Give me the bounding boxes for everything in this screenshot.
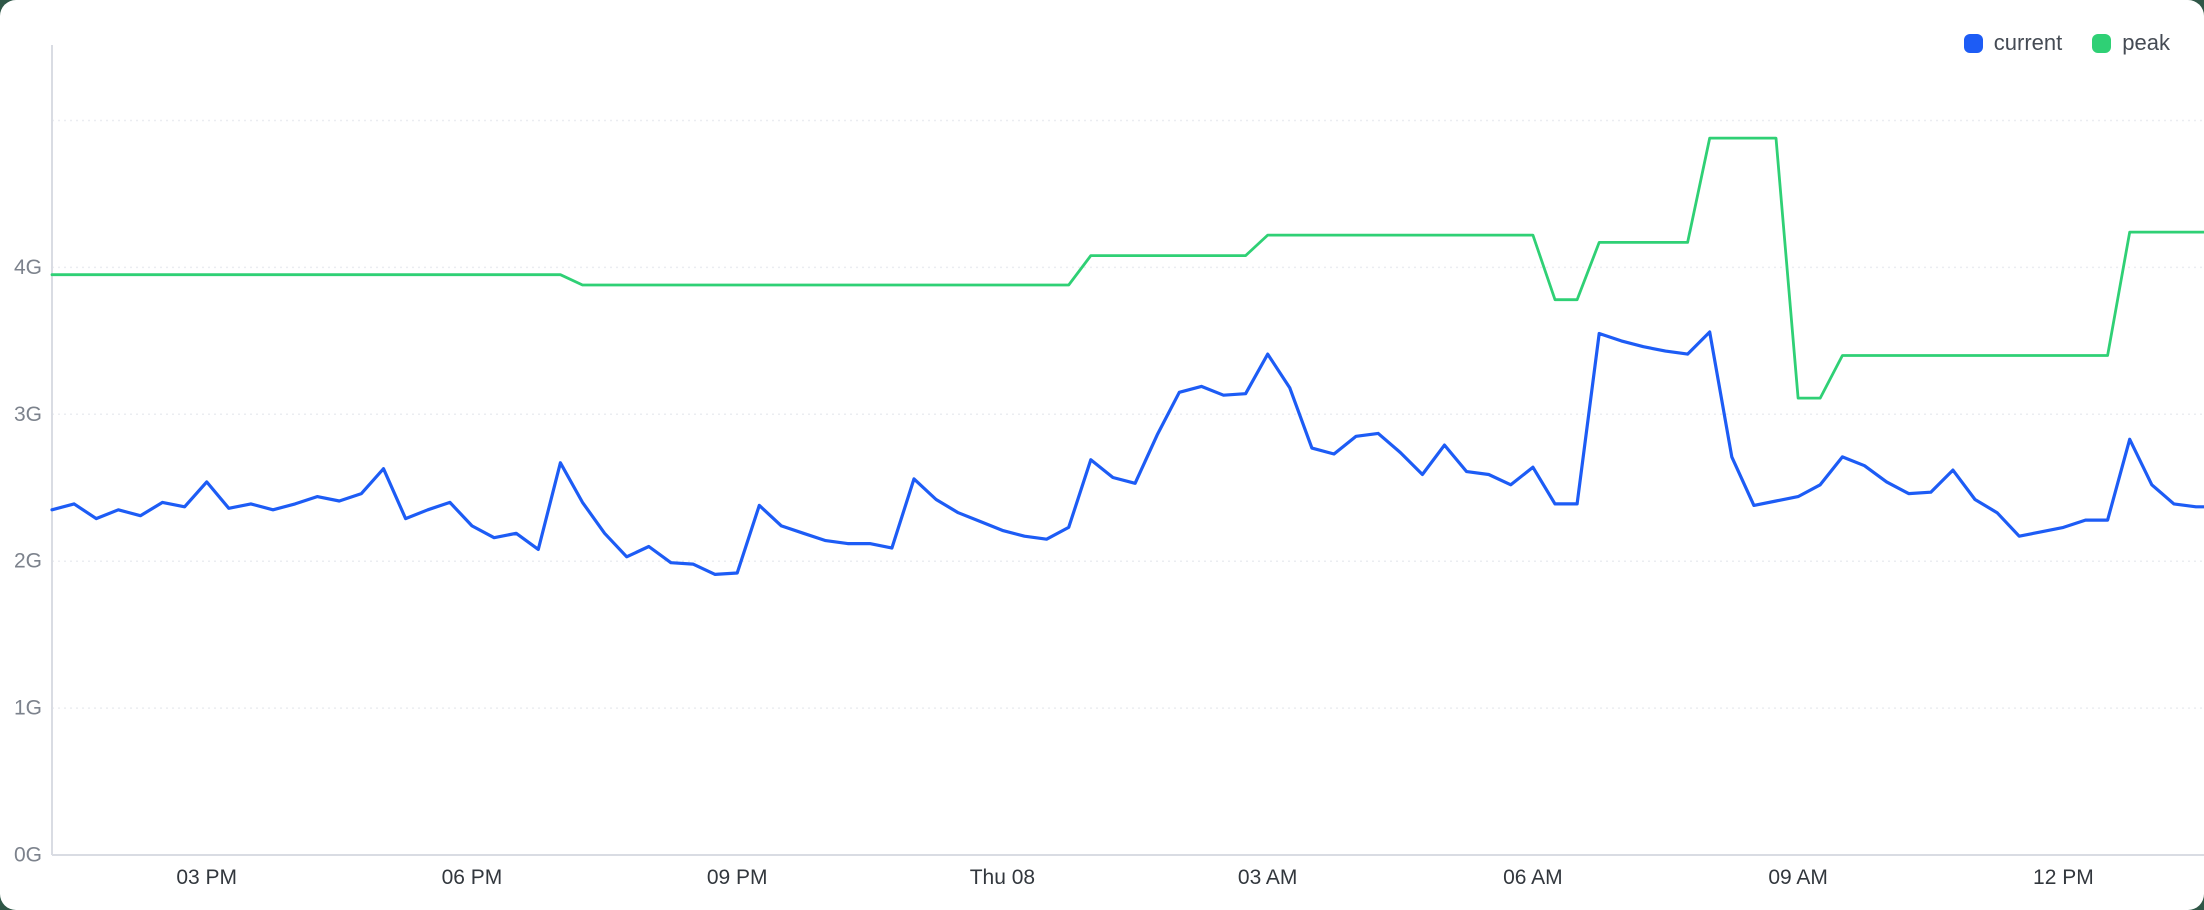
x-tick-label-12-pm: 12 PM (2033, 866, 2094, 889)
x-tick-label-09-pm: 09 PM (707, 866, 768, 889)
y-tick-label-1g: 1G (14, 697, 42, 720)
x-tick-label-thu-08: Thu 08 (970, 866, 1035, 889)
legend-swatch-peak (2092, 33, 2112, 53)
chart-legend: current peak (1963, 30, 2170, 55)
x-tick-label-09-am: 09 AM (1768, 866, 1828, 889)
series-line-current[interactable] (50, 330, 2204, 577)
y-tick-label-0g: 0G (14, 844, 42, 867)
y-tick-label-4g: 4G (14, 256, 42, 279)
y-tick-label-3g: 3G (14, 403, 42, 426)
series-line-peak[interactable] (50, 136, 2204, 400)
legend-swatch-current (1963, 33, 1983, 53)
x-tick-label-06-pm: 06 PM (442, 866, 503, 889)
y-tick-label-2g: 2G (14, 550, 42, 573)
legend-item-peak[interactable]: peak (2092, 32, 2170, 54)
legend-label-current: current (1993, 30, 2063, 55)
x-tick-label-03-pm: 03 PM (176, 866, 237, 889)
x-tick-label-03-am: 03 AM (1238, 866, 1298, 889)
legend-label-peak: peak (2122, 30, 2170, 55)
legend-item-current[interactable]: current (1963, 30, 2063, 55)
x-tick-label-06-am: 06 AM (1503, 866, 1563, 889)
